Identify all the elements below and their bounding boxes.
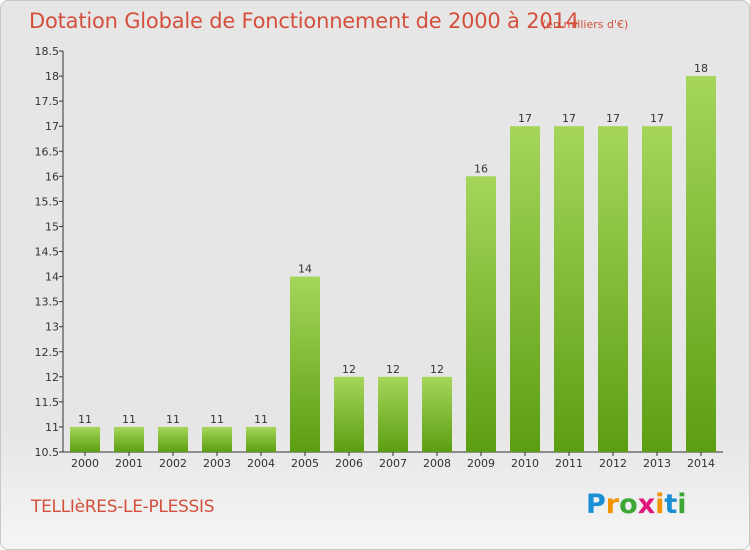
bar	[422, 376, 452, 452]
bars	[70, 76, 716, 452]
data-label: 12	[430, 363, 444, 376]
x-tick-label: 2014	[687, 457, 715, 470]
logo-letter: t	[664, 489, 678, 520]
x-tick-label: 2005	[291, 457, 319, 470]
x-tick-label: 2003	[203, 457, 231, 470]
bar	[202, 426, 232, 452]
y-tick-label: 15	[45, 220, 59, 233]
x-tick-label: 2001	[115, 457, 143, 470]
data-label: 11	[254, 413, 268, 426]
x-tick-label: 2002	[159, 457, 187, 470]
y-tick-label: 17	[45, 120, 59, 133]
y-tick-label: 14	[45, 271, 59, 284]
y-tick-label: 13.5	[35, 296, 60, 309]
y-tick-label: 18	[45, 70, 59, 83]
data-label: 11	[122, 413, 136, 426]
bar	[70, 426, 100, 452]
bar	[510, 126, 540, 452]
data-label: 11	[166, 413, 180, 426]
y-tick-label: 17.5	[35, 95, 60, 108]
data-label: 12	[386, 363, 400, 376]
bar	[642, 126, 672, 452]
chart-subtitle: (en milliers d'€)	[542, 18, 629, 31]
bar	[466, 176, 496, 452]
bar	[158, 426, 188, 452]
x-tick-label: 2011	[555, 457, 583, 470]
data-label: 11	[78, 413, 92, 426]
data-label: 16	[474, 162, 488, 175]
y-tick-label: 12	[45, 371, 59, 384]
y-tick-label: 16	[45, 170, 59, 183]
x-tick-label: 2013	[643, 457, 671, 470]
x-tick-label: 2004	[247, 457, 275, 470]
y-tick-label: 11.5	[35, 396, 60, 409]
chart-title: Dotation Globale de Fonctionnement de 20…	[29, 9, 579, 33]
x-tick-label: 2012	[599, 457, 627, 470]
proxiti-logo: Proxiti	[586, 489, 687, 520]
y-tick-label: 15.5	[35, 195, 60, 208]
y-tick-label: 11	[45, 421, 59, 434]
bar	[554, 126, 584, 452]
data-label: 18	[694, 62, 708, 75]
bar	[290, 276, 320, 452]
x-tick-label: 2008	[423, 457, 451, 470]
logo-letter: i	[677, 489, 687, 520]
bar	[378, 376, 408, 452]
y-tick-label: 13	[45, 321, 59, 334]
logo-letter: o	[619, 489, 638, 520]
bar	[246, 426, 276, 452]
y-tick-label: 10.5	[35, 446, 60, 459]
x-tick-label: 2010	[511, 457, 539, 470]
data-label: 17	[606, 112, 620, 125]
x-tick-label: 2006	[335, 457, 363, 470]
y-tick-label: 12.5	[35, 346, 60, 359]
x-tick-label: 2000	[71, 457, 99, 470]
x-axis: 2000 2001 2002 2003 2004 2005 2006 2007 2008 2009…	[63, 451, 723, 470]
data-label: 14	[298, 263, 312, 276]
logo-letter: P	[586, 489, 606, 520]
x-tick-label: 2009	[467, 457, 495, 470]
y-tick-label: 16.5	[35, 145, 60, 158]
bar	[598, 126, 628, 452]
data-label: 17	[562, 112, 576, 125]
bar	[334, 376, 364, 452]
x-tick-label: 2007	[379, 457, 407, 470]
y-axis: 10.5 11 11.5 12 12.5 13 13.5 14 14.5 15 15.5 16 16.5…	[35, 45, 64, 459]
logo-letter: i	[655, 489, 665, 520]
bar	[114, 426, 144, 452]
data-label: 17	[650, 112, 664, 125]
y-tick-label: 14.5	[35, 246, 60, 259]
data-label: 12	[342, 363, 356, 376]
data-label: 17	[518, 112, 532, 125]
logo-letter: x	[637, 489, 656, 520]
y-tick-label: 18.5	[35, 45, 60, 58]
commune-name: TELLIèRES-LE-PLESSIS	[31, 497, 215, 517]
logo-letter: r	[605, 489, 620, 520]
data-label: 11	[210, 413, 224, 426]
bar	[686, 76, 716, 452]
data-labels: 11 11 11 11 11 14 12 12 12 16 17 17 17 17 18	[78, 62, 708, 426]
